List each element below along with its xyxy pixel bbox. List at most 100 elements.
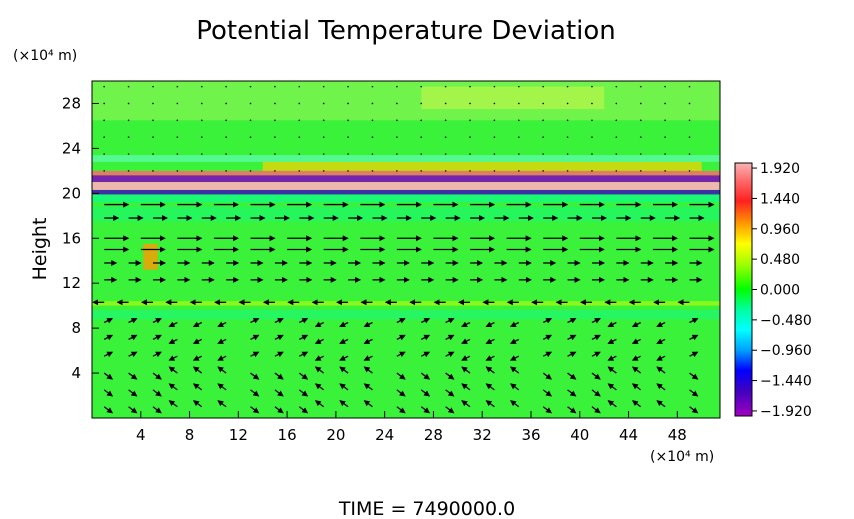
wind-vector bbox=[192, 338, 203, 344]
wind-vector-dot bbox=[322, 85, 325, 88]
wind-vector bbox=[689, 334, 699, 341]
wind-vector-dot bbox=[542, 136, 544, 138]
x-tick-label: 4 bbox=[136, 426, 146, 444]
wind-vector-dot bbox=[127, 170, 130, 172]
wind-vector bbox=[339, 355, 349, 361]
wind-vector bbox=[591, 372, 601, 380]
wind-vector bbox=[656, 338, 666, 344]
wind-vector bbox=[542, 389, 552, 397]
wind-vector-dot bbox=[274, 153, 276, 155]
wind-vector-dot bbox=[176, 119, 179, 122]
wind-vector-dot bbox=[664, 136, 666, 138]
wind-vector bbox=[656, 383, 666, 391]
wind-vector-dot bbox=[469, 119, 471, 122]
wind-vector bbox=[631, 366, 642, 374]
wind-vector bbox=[485, 366, 495, 374]
wind-vector-dot bbox=[469, 170, 471, 172]
wind-vector bbox=[591, 351, 601, 358]
wind-vector bbox=[128, 317, 138, 324]
wind-vector-dot bbox=[664, 170, 666, 172]
wind-vector-dot bbox=[371, 85, 374, 88]
wind-vector-dot bbox=[225, 85, 227, 88]
field-band-20-cold-lower bbox=[92, 189, 720, 195]
wind-vector bbox=[217, 338, 227, 344]
wind-vector-dot bbox=[493, 85, 496, 88]
y-tick-label: 28 bbox=[62, 94, 81, 112]
wind-vector bbox=[274, 406, 284, 414]
wind-vector-dot bbox=[615, 85, 618, 88]
wind-vector-dot bbox=[225, 170, 227, 172]
wind-vector bbox=[461, 366, 471, 374]
wind-vector bbox=[168, 383, 178, 391]
colorbar-tick-label: −1.920 bbox=[760, 404, 812, 420]
wind-vector-dot bbox=[152, 153, 154, 155]
wind-vector-dot bbox=[615, 136, 618, 138]
wind-vectors bbox=[92, 85, 715, 414]
wind-vector bbox=[607, 355, 617, 361]
field-band-21-warm bbox=[262, 161, 702, 171]
wind-vector bbox=[250, 389, 260, 397]
wind-vector-dot bbox=[615, 102, 618, 105]
wind-vector-dot bbox=[517, 153, 520, 155]
wind-vector bbox=[168, 338, 178, 344]
wind-vector-dot bbox=[615, 153, 618, 155]
x-tick-label: 20 bbox=[326, 426, 345, 444]
wind-vector-dot bbox=[200, 102, 203, 105]
wind-vector bbox=[274, 334, 284, 341]
wind-vector bbox=[420, 351, 431, 358]
wind-vector-dot bbox=[347, 119, 349, 122]
y-axis-unit: (×10⁴ m) bbox=[13, 48, 77, 64]
wind-vector-dot bbox=[371, 153, 374, 155]
wind-vector bbox=[314, 400, 325, 408]
wind-vector-dot bbox=[493, 170, 496, 172]
x-tick-label: 16 bbox=[278, 426, 297, 444]
wind-vector-dot bbox=[591, 170, 593, 172]
x-axis: 4 8 12 16 20 24 28 32 36 40 44 48 bbox=[136, 411, 687, 444]
wind-vector bbox=[298, 389, 309, 397]
wind-vector-dot bbox=[103, 136, 105, 138]
field-band-21 bbox=[92, 170, 720, 176]
wind-vector-dot bbox=[347, 102, 349, 105]
wind-vector-dot bbox=[152, 85, 154, 88]
y-tick-label: 20 bbox=[62, 184, 81, 202]
wind-vector bbox=[103, 372, 113, 380]
colorbar-tick-label: −0.480 bbox=[760, 313, 812, 329]
x-tick-label: 8 bbox=[185, 426, 195, 444]
wind-vector bbox=[152, 351, 162, 358]
wind-vector-dot bbox=[469, 153, 471, 155]
wind-vector bbox=[274, 317, 284, 324]
wind-vector-dot bbox=[444, 85, 447, 88]
wind-vector-dot bbox=[591, 102, 593, 105]
wind-vector-dot bbox=[688, 102, 691, 105]
wind-vector bbox=[631, 400, 642, 408]
wind-vector-dot bbox=[127, 153, 130, 155]
wind-vector-dot bbox=[103, 119, 105, 122]
wind-vector bbox=[250, 372, 260, 380]
wind-vector bbox=[689, 389, 699, 397]
wind-vector bbox=[420, 406, 431, 414]
wind-vector bbox=[567, 372, 577, 380]
wind-vector bbox=[445, 406, 455, 414]
wind-vector bbox=[656, 400, 666, 408]
wind-vector bbox=[298, 372, 309, 380]
wind-vector-dot bbox=[396, 85, 398, 88]
wind-vector-dot bbox=[176, 153, 179, 155]
wind-vector-dot bbox=[615, 119, 618, 122]
wind-vector bbox=[485, 400, 495, 408]
wind-vector-dot bbox=[469, 102, 471, 105]
wind-vector-dot bbox=[274, 136, 276, 138]
wind-vector-dot bbox=[200, 153, 203, 155]
wind-vector bbox=[128, 334, 138, 341]
field-band-9 bbox=[92, 310, 720, 320]
wind-vector bbox=[217, 321, 227, 328]
wind-vector-dot bbox=[542, 119, 544, 122]
field-band-upper bbox=[92, 81, 720, 121]
wind-vector bbox=[485, 338, 495, 344]
colorbar-tick-label: −0.960 bbox=[760, 343, 812, 359]
wind-vector-dot bbox=[127, 136, 130, 138]
wind-vector bbox=[128, 351, 138, 358]
wind-vector-dot bbox=[200, 119, 203, 122]
wind-vector bbox=[591, 317, 601, 324]
wind-vector-dot bbox=[639, 153, 642, 155]
wind-vector bbox=[445, 317, 455, 324]
